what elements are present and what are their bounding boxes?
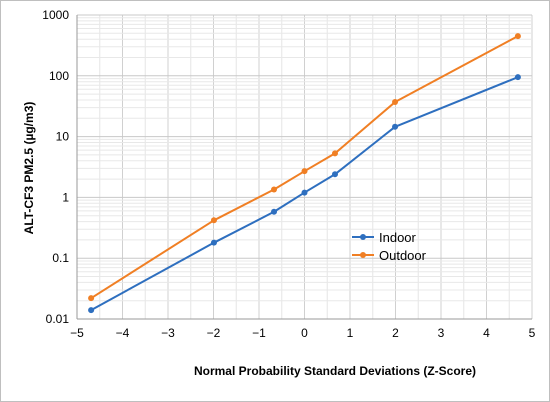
legend-label-indoor: Indoor — [379, 230, 417, 245]
data-point-outdoor — [392, 99, 399, 106]
data-point-indoor — [392, 123, 399, 130]
grid-lines — [76, 14, 533, 320]
x-axis-title: Normal Probability Standard Deviations (… — [194, 364, 476, 378]
data-point-indoor — [271, 208, 278, 215]
data-point-outdoor — [271, 186, 278, 193]
data-point-indoor — [514, 74, 521, 81]
data-point-indoor — [88, 307, 95, 314]
y-tick-label: 0.01 — [46, 312, 70, 326]
x-tick-label: 3 — [438, 326, 445, 340]
data-point-outdoor — [210, 217, 217, 224]
data-point-outdoor — [301, 168, 308, 175]
x-tick-label: −4 — [116, 326, 130, 340]
legend-marker-outdoor — [360, 252, 366, 258]
x-tick-label: −3 — [161, 326, 175, 340]
x-tick-label: 4 — [483, 326, 490, 340]
data-point-outdoor — [514, 33, 521, 40]
y-tick-label: 1 — [62, 190, 69, 204]
legend-marker-indoor — [360, 234, 366, 240]
data-point-indoor — [210, 239, 217, 246]
x-tick-label: 5 — [529, 326, 536, 340]
data-point-outdoor — [88, 295, 95, 302]
y-tick-label: 100 — [49, 69, 69, 83]
series-layer — [88, 33, 521, 314]
x-tick-label: 1 — [347, 326, 354, 340]
x-tick-label: 2 — [392, 326, 399, 340]
y-tick-label: 1000 — [42, 8, 69, 22]
tick-labels: −5 −4 −3 −2 −1 0 1 2 3 4 5 0.01 0.1 1 10 100 1000 — [42, 8, 535, 340]
data-point-indoor — [301, 189, 308, 196]
x-tick-label: 0 — [301, 326, 308, 340]
x-tick-label: −1 — [252, 326, 266, 340]
data-point-outdoor — [331, 150, 338, 157]
data-point-indoor — [331, 171, 338, 178]
x-tick-label: −2 — [207, 326, 221, 340]
y-axis-title: ALT-CF3 PM2.5 (µg/m3) — [22, 102, 36, 235]
y-tick-label: 10 — [56, 130, 70, 144]
legend: Indoor Outdoor — [352, 230, 427, 263]
y-tick-label: 0.1 — [52, 251, 69, 265]
x-tick-label: −5 — [70, 326, 84, 340]
legend-label-outdoor: Outdoor — [379, 248, 427, 263]
